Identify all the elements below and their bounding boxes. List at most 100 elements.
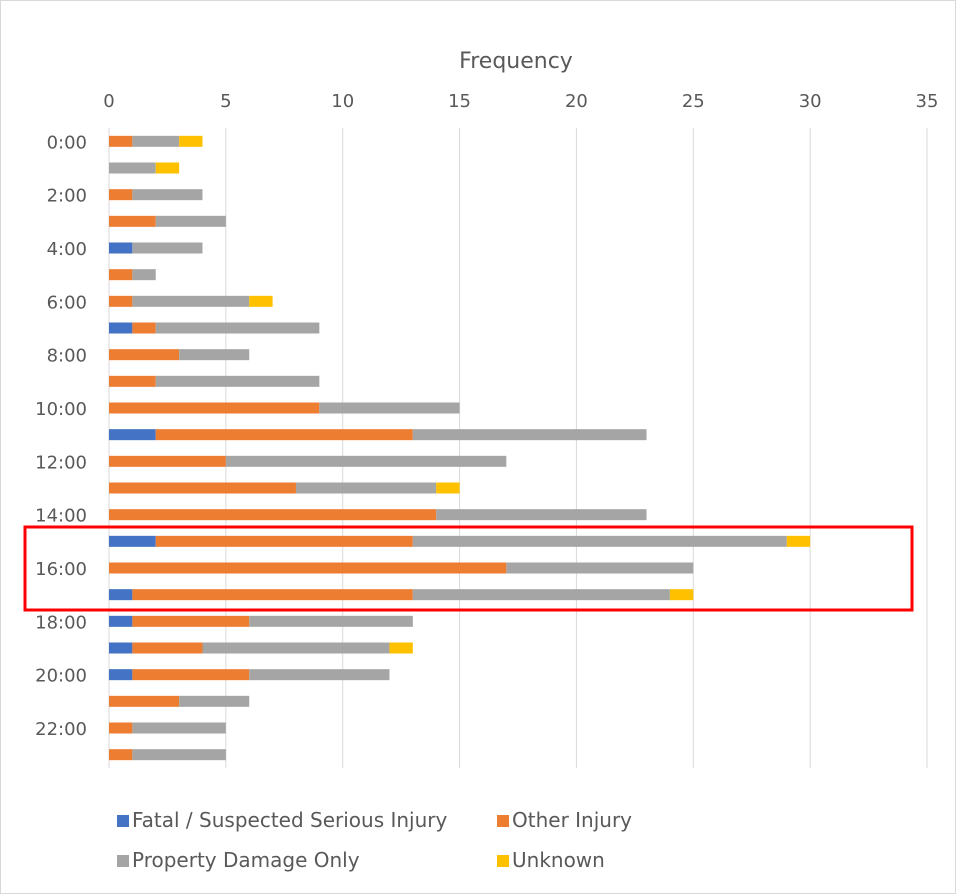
y-category-label: 16:00	[35, 559, 87, 580]
bar-segment-1900-series-4	[389, 642, 413, 654]
x-tick-label: 15	[448, 91, 471, 112]
y-axis-category-labels: 0:00 2:00 4:00 6:00 8:00 10:00 12:00 14:00 16:00…	[35, 132, 87, 740]
bar-segment-2300-series-3	[132, 749, 226, 761]
bar-segment-1500-series-1	[109, 535, 156, 547]
x-axis-title: Frequency	[459, 49, 573, 74]
y-category-label: 18:00	[35, 612, 87, 633]
y-category-label: 0:00	[47, 132, 87, 153]
bar-segment-1900-series-3	[202, 642, 390, 654]
bar-segment-1800-series-3	[249, 615, 413, 627]
bar-segment-1300-series-3	[295, 482, 437, 494]
bar-segment-1600-series-2	[109, 562, 507, 574]
bar-segment-2000-series-2	[132, 669, 250, 681]
bar-segment-600-series-4	[249, 295, 273, 307]
bar-segment-1300-series-4	[436, 482, 460, 494]
bar-segment-900-series-3	[155, 375, 320, 387]
bar-segment-2300-series-2	[109, 749, 133, 761]
highlight-box	[23, 525, 914, 612]
bar-segment-500-series-3	[132, 269, 156, 281]
x-tick-label: 10	[331, 91, 354, 112]
bar-segment-100-series-3	[109, 162, 156, 174]
bar-segment-1000-series-2	[109, 402, 320, 414]
y-category-label: 4:00	[47, 239, 87, 260]
y-category-label: 8:00	[47, 346, 87, 367]
gridlines	[108, 128, 928, 768]
annotations	[23, 525, 914, 612]
legend-label: Other Injury	[512, 808, 632, 832]
bar-segment-700-series-1	[109, 322, 133, 334]
bar-segment-100-series-4	[155, 162, 180, 174]
bar-segment-2200-series-2	[109, 722, 133, 734]
bar-segment-000-series-3	[132, 135, 180, 147]
x-tick-label: 20	[565, 91, 588, 112]
bar-segment-1200-series-2	[109, 455, 226, 467]
y-category-label: 12:00	[35, 452, 87, 473]
y-category-label: 10:00	[35, 399, 87, 420]
bar-segment-300-series-2	[109, 215, 156, 227]
bar-segment-700-series-3	[155, 322, 320, 334]
bar-segment-1400-series-2	[109, 509, 437, 521]
bar-segment-1900-series-1	[109, 642, 133, 654]
y-category-label: 2:00	[47, 186, 87, 207]
bar-segment-600-series-3	[132, 295, 250, 307]
x-tick-label: 5	[220, 91, 231, 112]
bar-segment-700-series-2	[132, 322, 156, 334]
bar-segment-800-series-2	[109, 349, 180, 361]
x-tick-label: 30	[799, 91, 822, 112]
bar-segment-2000-series-1	[109, 669, 133, 681]
bar-segment-200-series-3	[132, 189, 203, 201]
bar-segment-1500-series-4	[786, 535, 811, 547]
bar-segment-000-series-4	[179, 135, 203, 147]
bar-segment-2200-series-3	[132, 722, 226, 734]
bar-segment-1900-series-2	[132, 642, 203, 654]
legend-label: Unknown	[512, 848, 605, 872]
legend-label: Fatal / Suspected Serious Injury	[132, 808, 448, 832]
bar-segment-1200-series-3	[225, 455, 507, 467]
legend-label: Property Damage Only	[132, 848, 360, 872]
bar-segment-200-series-2	[109, 189, 133, 201]
bar-segment-1600-series-3	[506, 562, 694, 574]
y-category-label: 6:00	[47, 292, 87, 313]
y-category-label: 20:00	[35, 666, 87, 687]
legend-swatch	[497, 855, 509, 867]
legend: Fatal / Suspected Serious Injury Other In…	[117, 808, 632, 872]
bar-segment-600-series-2	[109, 295, 133, 307]
legend-swatch	[497, 815, 509, 827]
bar-segment-1700-series-3	[412, 589, 670, 601]
x-tick-label: 25	[682, 91, 705, 112]
bar-segment-400-series-1	[109, 242, 133, 254]
legend-swatch	[117, 815, 129, 827]
bar-segment-1100-series-2	[155, 429, 413, 441]
bar-segment-800-series-3	[179, 349, 250, 361]
bar-segment-2000-series-3	[249, 669, 390, 681]
bar-segment-1800-series-1	[109, 615, 133, 627]
bar-segment-1100-series-3	[412, 429, 647, 441]
bar-segment-1400-series-3	[436, 509, 647, 521]
bar-segment-1500-series-2	[155, 535, 413, 547]
bar-segment-1700-series-4	[669, 589, 694, 601]
bar-segment-1800-series-2	[132, 615, 250, 627]
bar-segment-1300-series-2	[109, 482, 296, 494]
bar-segment-1100-series-1	[109, 429, 156, 441]
bar-segment-000-series-2	[109, 135, 133, 147]
x-axis-tick-labels: 0 5 10 15 20 25 30 35	[103, 91, 938, 112]
bar-segment-500-series-2	[109, 269, 133, 281]
bar-segment-1700-series-1	[109, 589, 133, 601]
x-tick-label: 35	[916, 91, 939, 112]
y-category-label: 22:00	[35, 719, 87, 740]
y-category-label: 14:00	[35, 506, 87, 527]
bar-series	[109, 135, 811, 761]
bar-segment-2100-series-2	[109, 695, 180, 707]
bar-segment-1700-series-2	[132, 589, 413, 601]
bar-segment-400-series-3	[132, 242, 203, 254]
x-tick-label: 0	[103, 91, 114, 112]
legend-swatch	[117, 855, 129, 867]
bar-segment-300-series-3	[155, 215, 226, 227]
bar-segment-900-series-2	[109, 375, 156, 387]
bar-segment-1000-series-3	[319, 402, 460, 414]
bar-segment-2100-series-3	[179, 695, 250, 707]
bar-segment-1500-series-3	[412, 535, 787, 547]
